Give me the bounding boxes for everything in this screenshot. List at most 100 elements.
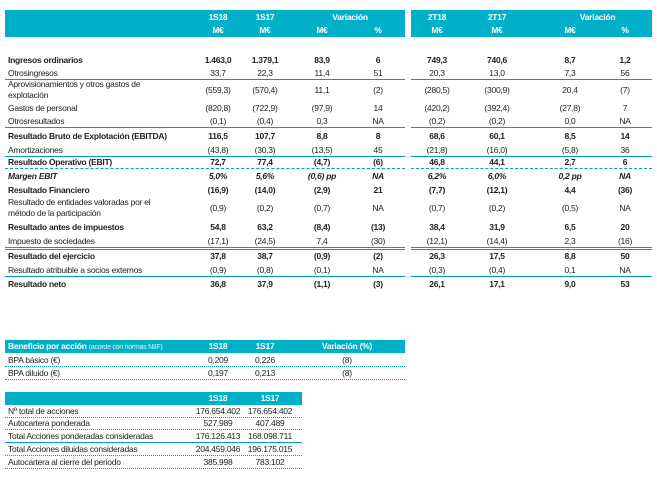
cell-value: (0,3)	[428, 265, 446, 275]
cell-value: (4,7)	[313, 157, 331, 167]
cell-value: (392,4)	[484, 103, 510, 113]
shares-row-label: Autocartera ponderada	[8, 418, 90, 428]
cell-value: 63,2	[257, 222, 273, 232]
cell-value: 14	[620, 131, 630, 141]
cell-value: 38,4	[429, 222, 445, 232]
cell-value: 36	[620, 145, 630, 155]
cell-value: 31,9	[489, 222, 505, 232]
cell-value: (0,9)	[209, 265, 227, 275]
row-divider	[411, 127, 652, 128]
cell-value: (420,2)	[424, 103, 450, 113]
row-divider	[5, 168, 405, 169]
cell-value: (3)	[373, 279, 383, 289]
cell-value: (0,5)	[561, 203, 579, 213]
cell-value: 7,4	[316, 236, 328, 246]
cell-value: (0,2)	[488, 203, 506, 213]
cell-value: (0,4)	[488, 265, 506, 275]
cell-value: 8	[375, 131, 381, 141]
cell-value: (0,1)	[313, 265, 331, 275]
cell-value: (2)	[373, 251, 383, 261]
eps-title-text: Beneficio por acción	[8, 341, 87, 351]
cell-value: (30)	[370, 236, 386, 246]
column-header: 1S18	[208, 12, 228, 22]
shares-cell-value: 783.102	[255, 457, 285, 467]
row-divider	[5, 276, 405, 277]
cell-value: 0,1	[564, 265, 576, 275]
shares-cell-value: 168.098.711	[248, 431, 292, 441]
cell-value: (6)	[373, 157, 383, 167]
row-label: Otrosingresos	[8, 68, 58, 78]
cell-value: 6,2%	[427, 171, 447, 181]
unit-header: %	[621, 25, 629, 35]
cell-value: (16)	[617, 236, 633, 246]
eps-cell-value: (8)	[342, 368, 352, 378]
cell-value: (0,9)	[313, 251, 331, 261]
eps-column-header: 1S18	[208, 341, 228, 351]
cell-value: 1.379,1	[251, 55, 279, 65]
cell-value: (7)	[620, 85, 630, 95]
eps-header-band	[5, 340, 405, 353]
cell-value: 6	[622, 157, 628, 167]
row-label: Resultado neto	[8, 279, 66, 289]
cell-value: (0,7)	[313, 203, 331, 213]
row-divider	[411, 168, 652, 169]
cell-value: 46,8	[429, 157, 445, 167]
cell-value: 22,3	[257, 68, 273, 78]
row-label: Resultado Operativo (EBIT)	[8, 157, 113, 167]
cell-value: 2,7	[564, 157, 576, 167]
row-label: Resultado Financiero	[8, 185, 90, 195]
header-band-right	[411, 10, 652, 37]
cell-value: NA	[372, 203, 384, 213]
shares-cell-value: 385.998	[203, 457, 233, 467]
eps-cell-value: 0,209	[207, 355, 229, 365]
cell-value: 1.463,0	[204, 55, 232, 65]
cell-value: (24,5)	[254, 236, 276, 246]
cell-value: 54,8	[210, 222, 226, 232]
column-header-variation: Variación	[332, 12, 368, 22]
shares-header-band	[5, 392, 302, 405]
shares-cell-value: 196.175.015	[247, 444, 293, 454]
cell-value: (13)	[370, 222, 386, 232]
shares-column-header: 1S17	[260, 393, 280, 403]
cell-value: (0,6) pp	[307, 171, 337, 181]
cell-value: 45	[373, 145, 383, 155]
eps-title: Beneficio por acción (acorde con normas …	[8, 341, 163, 351]
row-divider	[411, 247, 652, 250]
cell-value: 0,0	[564, 116, 576, 126]
cell-value: (16,0)	[486, 145, 508, 155]
cell-value: (8,4)	[313, 222, 331, 232]
cell-value: (722,9)	[252, 103, 278, 113]
unit-header: M€	[431, 25, 443, 35]
cell-value: 14	[373, 103, 383, 113]
cell-value: (43,8)	[207, 145, 229, 155]
cell-value: 11,4	[314, 68, 330, 78]
cell-value: (7,7)	[428, 185, 446, 195]
cell-value: 6,5	[564, 222, 576, 232]
row-label: Margen EBIT	[8, 171, 58, 181]
row-divider	[5, 247, 405, 250]
cell-value: (16,9)	[207, 185, 229, 195]
row-label: Resultado del ejercicio	[8, 251, 95, 261]
row-label: Resultado antes de impuestos	[8, 222, 124, 232]
cell-value: (21,8)	[426, 145, 448, 155]
shares-cell-value: 527.989	[203, 418, 233, 428]
cell-value: (0,1)	[209, 116, 227, 126]
column-header-variation: Variación	[579, 12, 616, 22]
unit-header: %	[374, 25, 382, 35]
cell-value: 116,5	[208, 131, 228, 141]
row-divider	[5, 429, 302, 430]
cell-value: (0,8)	[256, 265, 274, 275]
row-divider	[5, 366, 405, 367]
row-divider	[411, 156, 652, 157]
row-divider	[5, 417, 302, 418]
row-label: Resultado Bruto de Explotación (EBITDA)	[8, 131, 167, 141]
eps-cell-value: 0,197	[207, 368, 229, 378]
cell-value: 13,0	[489, 68, 505, 78]
cell-value: (12,1)	[486, 185, 508, 195]
cell-value: 36,8	[210, 279, 226, 289]
cell-value: 72,7	[210, 157, 226, 167]
row-divider	[5, 79, 405, 80]
cell-value: 37,8	[210, 251, 226, 261]
eps-column-header: Variación (%)	[321, 341, 373, 351]
column-header: 2T18	[427, 12, 447, 22]
